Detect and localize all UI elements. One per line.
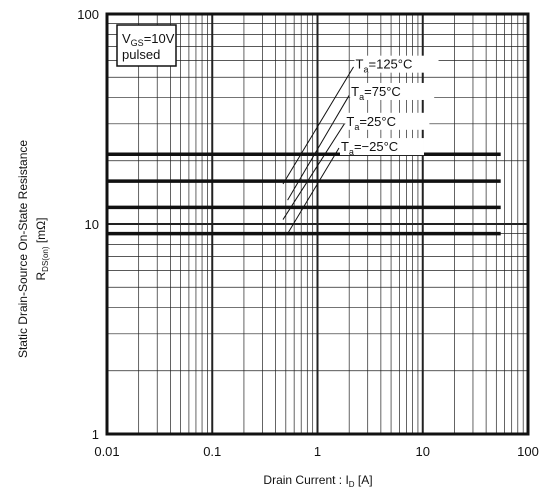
legend-label-1: Ta=125°C [356, 57, 413, 75]
x-tick-label: 0.1 [203, 444, 221, 459]
y-axis-title: Static Drain-Source On-State Resistance … [16, 140, 50, 358]
legend-ta-sub: a [354, 122, 359, 132]
legend-ta-main: T [346, 114, 354, 129]
legend-ta-value: =25°C [359, 114, 396, 129]
legend-label-background [350, 82, 435, 100]
condition-box-frame [116, 24, 177, 67]
legend-label-4: Ta=−25°C [341, 139, 398, 157]
y-axis-unit: [mΩ] [34, 218, 48, 247]
condition-vgs-rest: =10V [144, 31, 175, 46]
y-tick-labels: 1 10 100 [77, 7, 99, 442]
condition-vgs-main: V [122, 31, 131, 46]
y-tick-label: 1 [92, 427, 99, 442]
legend-label-3: Ta=25°C [346, 114, 396, 132]
y-axis-rds-main: R [34, 271, 48, 280]
x-axis-title-sub: D [349, 480, 355, 489]
x-axis-title-unit: [A] [355, 473, 373, 487]
condition-box-line1: VGS=10V [122, 31, 175, 48]
y-tick-label: 10 [85, 217, 99, 232]
legend-leader-4 [287, 147, 340, 234]
condition-box-line2: pulsed [122, 47, 160, 62]
y-tick-label: 100 [77, 7, 99, 22]
x-axis-title: Drain Current : ID [A] [263, 473, 372, 489]
legend-ta-sub: a [363, 65, 368, 75]
plot-frame [105, 12, 530, 436]
x-tick-label: 1 [314, 444, 321, 459]
legend-leader-lines [282, 66, 354, 234]
legend-ta-sub: a [349, 147, 354, 157]
legend-ta-value: =−25°C [354, 139, 398, 154]
x-tick-labels: 0.01 0.1 1 10 100 [94, 444, 539, 459]
legend-leader-3 [282, 123, 345, 220]
y-axis-title-line2: RDS(on) [mΩ] [34, 218, 50, 281]
x-tick-label: 10 [416, 444, 430, 459]
legend-ta-main: T [351, 84, 359, 99]
legend-labels: Ta=125°CTa=75°CTa=25°CTa=−25°C [339, 55, 439, 157]
condition-box: VGS=10V pulsed [116, 24, 177, 67]
x-axis-title-main: Drain Current : I [263, 473, 348, 487]
legend-leader-1 [282, 66, 354, 185]
condition-vgs-sub: GS [131, 38, 144, 48]
legend-label-background [339, 138, 424, 156]
legend-label-2: Ta=75°C [351, 84, 401, 102]
legend-leader-2 [287, 95, 350, 201]
x-tick-label: 100 [517, 444, 539, 459]
grid [107, 14, 528, 434]
x-tick-label: 0.01 [94, 444, 119, 459]
legend-label-background [345, 112, 430, 130]
legend-ta-main: T [341, 139, 349, 154]
y-axis-rds-sub: DS(on) [41, 246, 50, 272]
legend-ta-value: =125°C [369, 57, 413, 72]
legend-label-background [354, 55, 439, 73]
legend-ta-value: =75°C [364, 84, 401, 99]
legend-ta-sub: a [359, 92, 364, 102]
y-axis-title-line1: Static Drain-Source On-State Resistance [16, 140, 30, 358]
legend-ta-main: T [356, 57, 364, 72]
